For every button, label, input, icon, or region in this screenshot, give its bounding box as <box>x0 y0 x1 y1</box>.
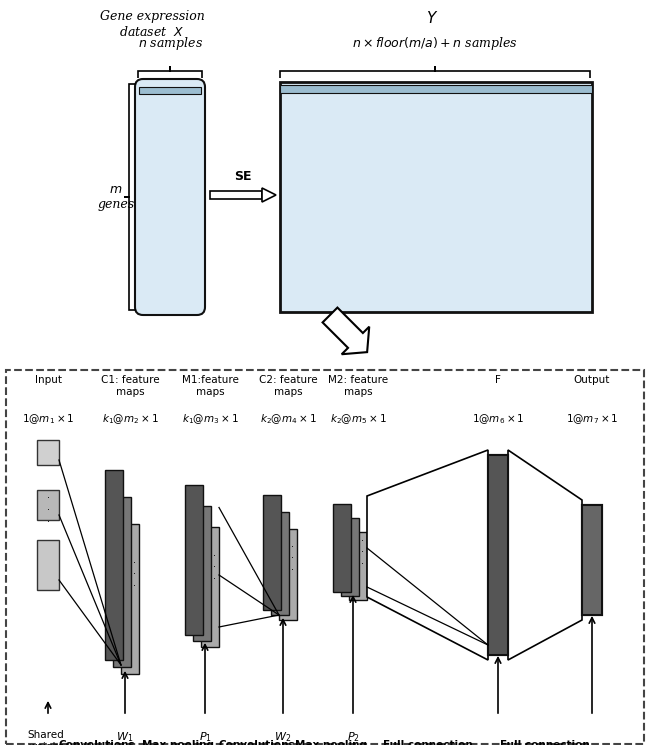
Bar <box>201 527 219 647</box>
Text: ·
·
·: · · · <box>291 542 294 575</box>
Bar <box>333 504 351 592</box>
Bar <box>280 82 592 312</box>
Bar <box>280 85 592 93</box>
Bar <box>139 87 201 94</box>
Text: Input: Input <box>34 375 62 385</box>
Text: $1@m_7\times1$: $1@m_7\times1$ <box>566 412 618 426</box>
Bar <box>37 540 59 590</box>
Polygon shape <box>262 188 276 202</box>
Bar <box>185 485 203 635</box>
Text: $n\times floor(m/a)+n$ samples: $n\times floor(m/a)+n$ samples <box>352 35 518 52</box>
Text: $P_2$: $P_2$ <box>346 730 359 744</box>
Text: $n$ samples: $n$ samples <box>138 35 203 52</box>
Polygon shape <box>322 308 369 354</box>
Bar <box>113 497 131 667</box>
Bar <box>6 370 644 744</box>
FancyBboxPatch shape <box>135 79 205 315</box>
Bar <box>263 495 281 610</box>
Text: Convolutions: Convolutions <box>218 740 295 745</box>
Text: M1:feature
maps: M1:feature maps <box>181 375 239 396</box>
Text: C1: feature
maps: C1: feature maps <box>101 375 159 396</box>
Text: ·
·
·: · · · <box>361 536 363 569</box>
Bar <box>582 505 602 615</box>
Text: F: F <box>495 375 501 385</box>
Text: SE: SE <box>234 170 252 183</box>
Polygon shape <box>367 450 488 660</box>
Bar <box>193 506 211 641</box>
Bar <box>341 518 359 596</box>
Bar <box>582 505 602 615</box>
Text: $k_2@m_4\times1$: $k_2@m_4\times1$ <box>259 412 317 426</box>
Text: $W_2$: $W_2$ <box>274 730 292 744</box>
Text: ·
·
·: · · · <box>133 558 135 591</box>
Bar <box>37 490 59 520</box>
Text: $1@m_1\times1$: $1@m_1\times1$ <box>22 412 74 426</box>
Text: Full connection: Full connection <box>500 740 590 745</box>
Text: $1@m_6\times1$: $1@m_6\times1$ <box>472 412 524 426</box>
Bar <box>105 470 123 660</box>
Text: $m$
genes: $m$ genes <box>98 183 135 211</box>
Text: ·
·
·: · · · <box>213 551 216 584</box>
Text: Max pooling: Max pooling <box>142 740 214 745</box>
Text: $P_1$: $P_1$ <box>198 730 211 744</box>
Bar <box>210 191 262 199</box>
Text: Convolutions: Convolutions <box>58 740 135 745</box>
Text: Shared
weight: Shared weight <box>27 730 64 745</box>
Bar <box>488 455 508 655</box>
Text: $Y$: $Y$ <box>426 10 438 26</box>
Text: $k_1@m_2\times1$: $k_1@m_2\times1$ <box>101 412 159 426</box>
Text: Full connection: Full connection <box>383 740 473 745</box>
Bar <box>271 512 289 615</box>
Bar <box>37 440 59 465</box>
Bar <box>488 455 508 655</box>
Text: $k_1@m_3\times1$: $k_1@m_3\times1$ <box>181 412 239 426</box>
Text: Max pooling: Max pooling <box>295 740 367 745</box>
Polygon shape <box>508 450 582 660</box>
Text: Gene expression
dataset  $X$: Gene expression dataset $X$ <box>99 10 204 39</box>
Text: C2: feature
maps: C2: feature maps <box>259 375 317 396</box>
Bar <box>349 532 367 600</box>
Bar <box>121 524 139 674</box>
Bar <box>279 529 297 620</box>
Text: ·
·
·: · · · <box>47 493 49 527</box>
Text: Output: Output <box>574 375 610 385</box>
Text: M2: feature
maps: M2: feature maps <box>328 375 388 396</box>
Text: $W_1$: $W_1$ <box>116 730 134 744</box>
Text: $k_2@m_5\times1$: $k_2@m_5\times1$ <box>330 412 386 426</box>
